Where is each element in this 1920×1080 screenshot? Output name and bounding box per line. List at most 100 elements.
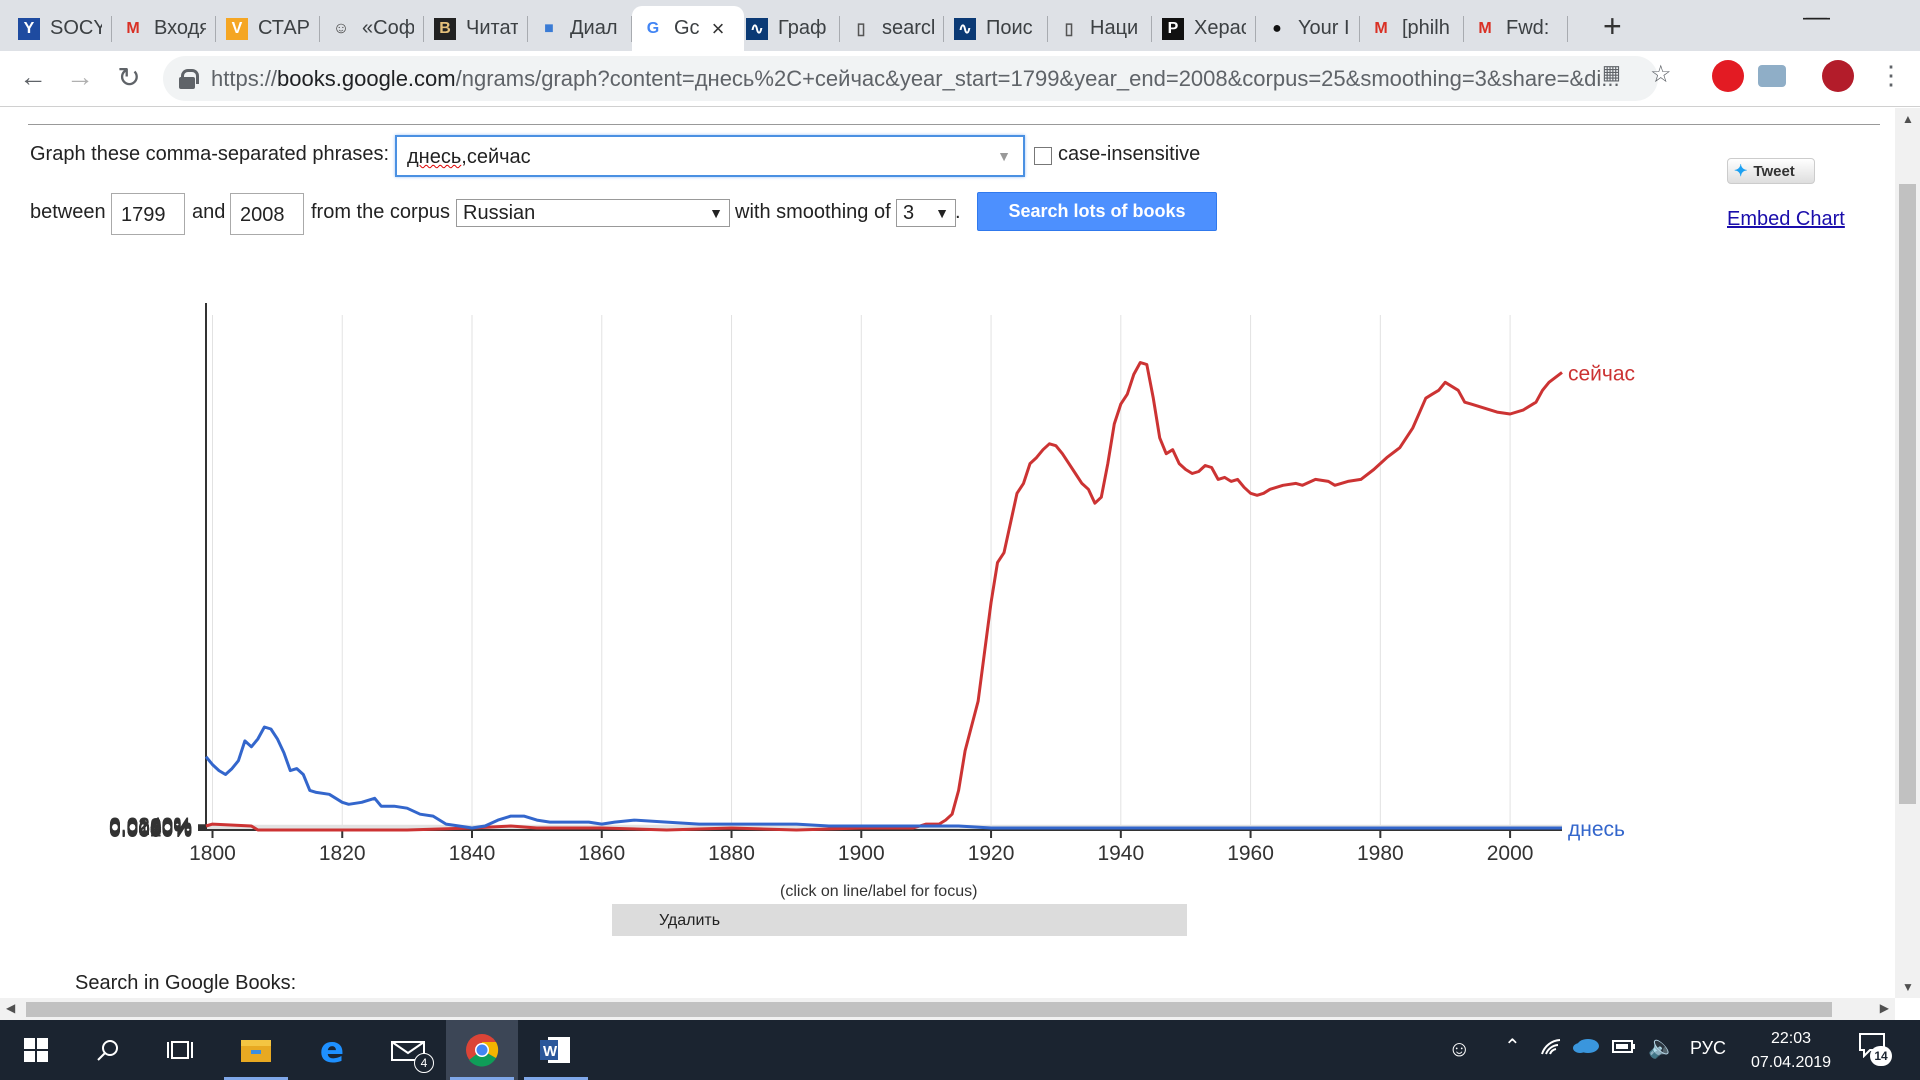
- address-bar[interactable]: https://books.google.com/ngrams/graph?co…: [163, 56, 1658, 101]
- smoothing-label: with smoothing of: [735, 201, 891, 223]
- bookmark-star-icon[interactable]: ☆: [1650, 61, 1672, 88]
- people-icon[interactable]: ☺: [1448, 1036, 1471, 1061]
- mail-icon[interactable]: 4: [372, 1020, 444, 1080]
- phrases-input[interactable]: днесь,сейчас ▼: [395, 135, 1025, 177]
- mail-badge: 4: [414, 1053, 434, 1073]
- wifi-icon[interactable]: [1540, 1036, 1562, 1061]
- browser-tab[interactable]: ● Your I: [1256, 6, 1360, 51]
- scroll-down-icon[interactable]: ▼: [1902, 980, 1914, 994]
- battery-icon[interactable]: [1612, 1038, 1636, 1059]
- reload-icon[interactable]: ↻: [117, 62, 141, 93]
- corpus-dropdown-icon: ▼: [709, 205, 723, 221]
- running-indicator: [524, 1077, 588, 1080]
- browser-tab[interactable]: ■ Диал: [528, 6, 632, 51]
- clock[interactable]: 22:03 07.04.2019: [1742, 1027, 1840, 1075]
- clock-date: 07.04.2019: [1750, 1054, 1832, 1071]
- tab-separator: [319, 16, 320, 42]
- browser-tab[interactable]: V СТАРІ: [216, 6, 320, 51]
- browser-tab[interactable]: ∿ Граф: [736, 6, 840, 51]
- task-view-icon[interactable]: [144, 1020, 216, 1080]
- url-path: /ngrams/graph?content=днесь%2C+сейчас&ye…: [455, 65, 1620, 91]
- close-tab-icon[interactable]: ×: [711, 15, 725, 41]
- year-start-input[interactable]: 1799: [111, 193, 185, 235]
- series-label: днесь: [1568, 818, 1625, 841]
- forward-icon[interactable]: →: [66, 61, 94, 92]
- browser-tab[interactable]: ▯ Наци: [1048, 6, 1152, 51]
- browser-tab[interactable]: M Входя: [112, 6, 216, 51]
- url-host: books.google.com: [277, 65, 456, 91]
- tab-favicon-icon: Y: [18, 17, 40, 40]
- y-tick-label: 0.0200%: [109, 815, 192, 838]
- minimize-icon[interactable]: —: [1806, 4, 1830, 31]
- browser-tab[interactable]: Y SOCY: [8, 6, 112, 51]
- year-end-input[interactable]: 2008: [230, 193, 304, 235]
- onedrive-icon[interactable]: [1572, 1036, 1600, 1059]
- x-tick-label: 1820: [319, 842, 366, 865]
- vertical-scrollbar[interactable]: ▲ ▼: [1895, 108, 1920, 998]
- word-icon[interactable]: W: [520, 1020, 592, 1080]
- delete-button[interactable]: Удалить: [612, 904, 1187, 936]
- show-hidden-icons[interactable]: ⌃: [1504, 1036, 1521, 1058]
- browser-tab[interactable]: P Херас: [1152, 6, 1256, 51]
- translate-icon[interactable]: ▦: [1602, 62, 1621, 84]
- tab-strip: Y SOCY M Входя V СТАРІ ☺ «Соф B Читат ■ Диал G Gc × ∿ Гр…: [0, 0, 1920, 51]
- smoothing-select[interactable]: 3 ▼: [896, 199, 956, 227]
- browser-tab[interactable]: M Fwd:: [1464, 6, 1568, 51]
- x-tick-label: 1940: [1097, 842, 1144, 865]
- volume-icon[interactable]: 🔈: [1648, 1034, 1676, 1059]
- browser-toolbar: ← → ↻ https://books.google.com/ngrams/gr…: [0, 51, 1920, 107]
- tab-title: Читат: [466, 17, 518, 39]
- new-tab-button[interactable]: +: [1603, 8, 1622, 44]
- menu-icon[interactable]: ⋮: [1878, 60, 1904, 90]
- file-explorer-icon[interactable]: [220, 1020, 292, 1080]
- edge-icon[interactable]: e: [319, 1029, 345, 1071]
- tab-favicon-icon: ▯: [1064, 20, 1074, 38]
- extension-icon[interactable]: [1758, 65, 1786, 87]
- tab-separator: [1151, 16, 1152, 42]
- y-tick-label: 0.0060%: [109, 818, 192, 841]
- profile-avatar[interactable]: [1822, 60, 1854, 92]
- horizontal-scroll-thumb[interactable]: [26, 1002, 1832, 1017]
- smoothing-dropdown-icon: ▼: [935, 205, 949, 221]
- x-tick-label: 1880: [708, 842, 755, 865]
- vertical-scroll-thumb[interactable]: [1899, 184, 1916, 804]
- chrome-icon[interactable]: [446, 1020, 518, 1080]
- period-label: .: [955, 201, 961, 223]
- search-icon[interactable]: [72, 1020, 144, 1080]
- twitter-bird-icon: ✦: [1734, 163, 1748, 180]
- x-tick-label: 1960: [1227, 842, 1274, 865]
- browser-tab[interactable]: ▯ searcl: [840, 6, 944, 51]
- minimize-icon[interactable]: —: [1803, 4, 1827, 31]
- notifications-icon[interactable]: 14: [1858, 1032, 1892, 1066]
- search-books-button[interactable]: Search lots of books: [977, 192, 1217, 231]
- browser-tab[interactable]: ∿ Поис: [944, 6, 1048, 51]
- page-content: Graph these comma-separated phrases: дне…: [0, 108, 1920, 998]
- back-icon[interactable]: ←: [19, 61, 47, 92]
- series-line-сейчас: [205, 361, 1563, 832]
- x-tick-label: 1900: [838, 842, 885, 865]
- case-insensitive-checkbox[interactable]: [1034, 147, 1052, 165]
- browser-tab[interactable]: M [philh: [1360, 6, 1464, 51]
- windows-start-icon[interactable]: [0, 1020, 72, 1080]
- scroll-left-icon[interactable]: ◀: [6, 1001, 16, 1015]
- browser-tab[interactable]: ☺ «Соф: [320, 6, 424, 51]
- tab-title: «Соф: [362, 17, 414, 39]
- tab-favicon-icon: ∿: [954, 17, 976, 40]
- running-indicator: [224, 1077, 288, 1080]
- language-indicator[interactable]: РУС: [1690, 1038, 1727, 1058]
- x-tick-label: 1800: [189, 842, 236, 865]
- tab-title: Входя: [154, 17, 206, 39]
- embed-chart-link[interactable]: Embed Chart: [1727, 208, 1845, 230]
- browser-tab[interactable]: B Читат: [424, 6, 528, 51]
- corpus-select[interactable]: Russian ▼: [456, 199, 730, 227]
- scroll-up-icon[interactable]: ▲: [1902, 112, 1914, 126]
- y-tick-label: 0.0240%: [109, 814, 192, 837]
- opera-vpn-icon[interactable]: [1712, 60, 1744, 92]
- scroll-right-icon[interactable]: ▶: [1879, 1001, 1889, 1015]
- tweet-button[interactable]: ✦ Tweet: [1727, 158, 1815, 184]
- horizontal-scrollbar[interactable]: ◀ ▶: [0, 998, 1895, 1020]
- tab-favicon-icon: G: [646, 19, 660, 37]
- browser-tab[interactable]: G Gc ×: [632, 6, 744, 51]
- taskbar: e 4 W ☺ ⌃ 🔈 РУС 22:03 07.04.2019 14: [0, 1020, 1920, 1080]
- tab-favicon-icon: M: [1478, 19, 1492, 37]
